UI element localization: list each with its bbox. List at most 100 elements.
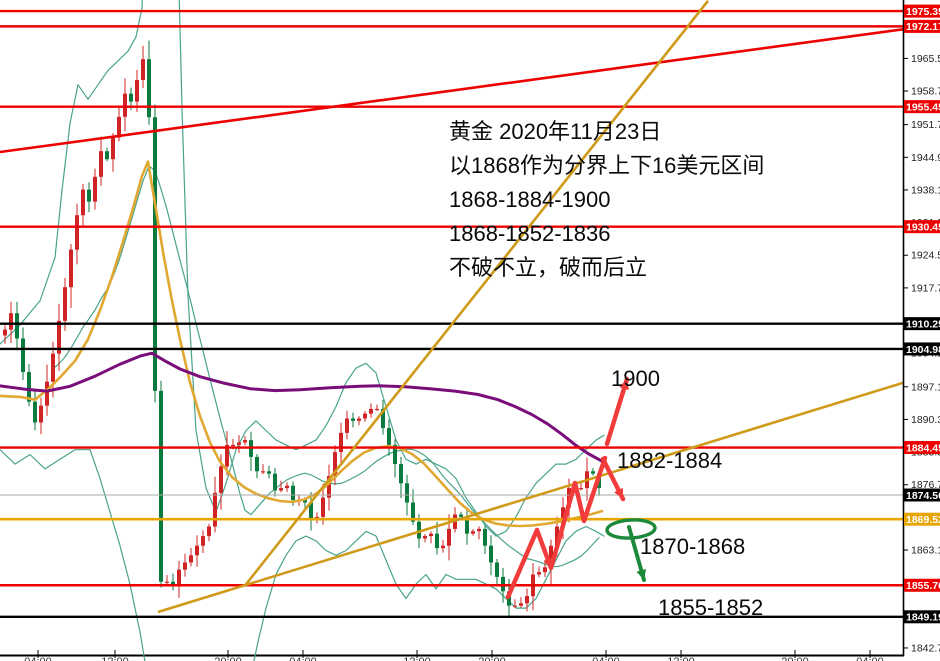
bollinger-upper-band xyxy=(0,0,605,537)
candle-up xyxy=(345,418,349,433)
price-tick-label: 1924.50 xyxy=(911,250,940,262)
candle-up xyxy=(225,444,229,467)
candle-up xyxy=(141,59,145,81)
price-tick-label: 1890.30 xyxy=(911,414,940,426)
price-tick-label: 1897.10 xyxy=(911,381,940,393)
candle-up xyxy=(357,418,361,421)
time-tick-label: 04:00 xyxy=(856,656,884,661)
price-badge-1975.35 xyxy=(904,4,940,18)
trendlines-layer xyxy=(0,0,903,614)
arrowhead xyxy=(543,557,553,568)
candle-up xyxy=(201,536,205,546)
candle-up xyxy=(165,581,169,583)
candle-down xyxy=(291,485,295,501)
candle-up xyxy=(207,526,211,537)
candle-up xyxy=(195,545,199,556)
candle-up xyxy=(57,320,61,354)
candle-down xyxy=(27,372,31,402)
annotation-target-1900: 1900 xyxy=(611,366,660,391)
candle-up xyxy=(81,189,85,216)
candle-up xyxy=(375,408,379,411)
price-tick-label: 1917.70 xyxy=(911,282,940,294)
annotation-zone-1855-1852: 1855-1852 xyxy=(658,595,764,620)
candle-down xyxy=(171,581,175,586)
price-tick-label: 1842.70 xyxy=(911,642,940,654)
candle-down xyxy=(129,93,133,102)
price-badge-1930.45 xyxy=(904,220,940,234)
candle-up xyxy=(135,80,139,102)
candle-up xyxy=(243,440,247,443)
price-tick-label: 1951.70 xyxy=(911,119,940,131)
price-badge-label: 1849.19 xyxy=(906,612,940,624)
candle-up xyxy=(75,215,79,250)
candle-up xyxy=(447,528,451,546)
candle-up xyxy=(561,507,565,527)
time-tick-label: 12:00 xyxy=(667,656,695,661)
candle-down xyxy=(417,521,421,539)
candle-down xyxy=(21,338,25,373)
candle-down xyxy=(267,471,271,474)
candle-down xyxy=(159,390,163,582)
time-tick-label: 12:00 xyxy=(403,656,431,661)
price-badge-label: 1869.52 xyxy=(906,514,940,526)
candle-up xyxy=(549,545,553,568)
title-line-range-note: 以1868作为分界上下16美元区间 xyxy=(449,153,765,178)
red-arrow-to-1900 xyxy=(604,376,630,447)
time-tick-label: 04:00 xyxy=(24,656,52,661)
title-line-proverb: 不破不立，破而后立 xyxy=(449,255,648,280)
price-badge-1910.25 xyxy=(904,317,940,331)
candle-up xyxy=(555,526,559,546)
candle-up xyxy=(513,605,517,607)
ma-gold-layer xyxy=(0,160,604,528)
chart-analysis-title: 黄金 2020年11月23日 以1868作为分界上下16美元区间 1868-18… xyxy=(449,115,764,285)
purple-moving-average xyxy=(0,351,604,463)
candle-down xyxy=(255,456,259,472)
time-tick-label: 12:00 xyxy=(101,656,129,661)
candle-up xyxy=(537,572,541,575)
candle-up xyxy=(339,432,343,453)
candle-up xyxy=(189,555,193,563)
price-badge-label: 1930.45 xyxy=(906,221,940,233)
candle-up xyxy=(471,531,475,534)
candle-up xyxy=(213,492,217,527)
arrowhead xyxy=(619,379,629,391)
candle-up xyxy=(477,528,481,532)
price-badge-label: 1884.45 xyxy=(906,442,940,454)
candle-down xyxy=(495,562,499,577)
candle-down xyxy=(381,408,385,429)
candle-up xyxy=(69,249,73,288)
time-tick-label: 04:00 xyxy=(289,656,317,661)
gold-shallow-support xyxy=(157,381,903,614)
candle-down xyxy=(33,401,37,423)
title-line-lower-levels: 1868-1852-1836 xyxy=(449,221,611,246)
candle-down xyxy=(351,418,355,421)
candle-up xyxy=(525,596,529,604)
candle-up xyxy=(177,569,181,586)
candle-down xyxy=(399,464,403,484)
candle-down xyxy=(153,117,157,391)
candle-up xyxy=(327,476,331,498)
price-badge-label: 1855.76 xyxy=(906,580,940,592)
price-tick-label: 1876.70 xyxy=(911,479,940,491)
candle-up xyxy=(3,329,7,336)
arrowhead xyxy=(614,487,623,499)
price-tick-label: 1938.10 xyxy=(911,184,940,196)
red-zigzag-path xyxy=(505,455,608,600)
price-badge-label: 1955.45 xyxy=(906,101,940,113)
candle-down xyxy=(387,428,391,445)
price-badge-label: 1910.25 xyxy=(906,318,940,330)
price-badge-1955.45 xyxy=(904,100,940,114)
gold-moving-average xyxy=(0,160,604,528)
price-badge-1874.56 xyxy=(904,488,940,502)
candle-down xyxy=(303,500,307,503)
price-tick-label: 1958.70 xyxy=(911,86,940,98)
candle-up xyxy=(333,452,337,477)
candle-up xyxy=(423,536,427,539)
price-tick-label: 1965.50 xyxy=(911,53,940,65)
candle-down xyxy=(411,502,415,522)
candle-up xyxy=(219,466,223,493)
candle-down xyxy=(405,483,409,503)
candle-up xyxy=(39,405,43,423)
